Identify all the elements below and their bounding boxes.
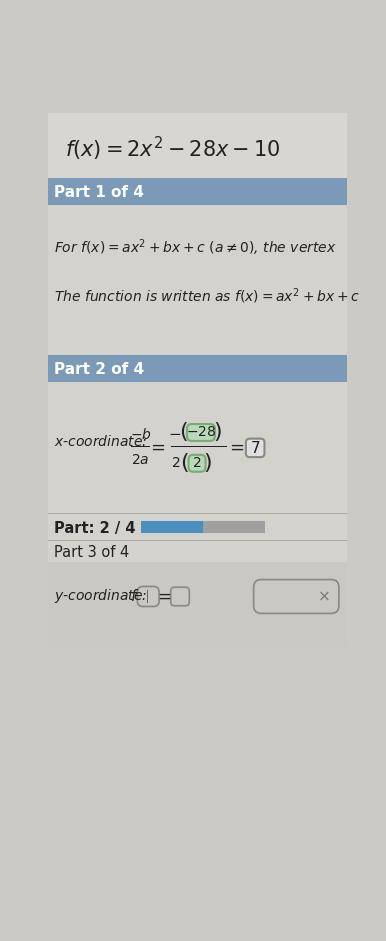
Bar bbox=[141, 521, 265, 534]
Text: =: = bbox=[157, 587, 171, 605]
Text: =: = bbox=[150, 439, 165, 457]
Bar bbox=[141, 521, 203, 534]
Text: =: = bbox=[229, 439, 244, 457]
Text: Part 3 of 4: Part 3 of 4 bbox=[54, 545, 130, 560]
FancyBboxPatch shape bbox=[137, 586, 159, 607]
Bar bbox=[48, 356, 347, 382]
FancyBboxPatch shape bbox=[246, 439, 264, 457]
Bar bbox=[48, 540, 347, 562]
Text: $2$: $2$ bbox=[192, 456, 202, 470]
Bar bbox=[171, 446, 227, 448]
Text: $x$-coordinate:: $x$-coordinate: bbox=[54, 434, 148, 449]
Text: (: ( bbox=[179, 423, 188, 442]
Text: $\times$: $\times$ bbox=[317, 589, 330, 604]
Text: $f(x)=2x^2-28x-10$: $f(x)=2x^2-28x-10$ bbox=[65, 135, 281, 163]
Text: ): ) bbox=[214, 423, 222, 442]
Text: $2$: $2$ bbox=[171, 456, 181, 470]
Text: $-b$: $-b$ bbox=[130, 426, 151, 441]
Bar bbox=[48, 382, 347, 514]
Text: Part 1 of 4: Part 1 of 4 bbox=[54, 185, 144, 200]
Text: $-28$: $-28$ bbox=[186, 425, 216, 439]
Text: ): ) bbox=[203, 454, 212, 473]
Text: (: ( bbox=[180, 454, 189, 473]
Text: Part: 2 / 4: Part: 2 / 4 bbox=[54, 521, 136, 536]
Text: $y$-coordinate:: $y$-coordinate: bbox=[54, 587, 148, 605]
Text: $7$: $7$ bbox=[250, 439, 261, 455]
Bar bbox=[48, 646, 347, 837]
FancyBboxPatch shape bbox=[171, 587, 189, 606]
FancyBboxPatch shape bbox=[188, 455, 206, 471]
FancyBboxPatch shape bbox=[254, 580, 339, 614]
Bar bbox=[147, 590, 148, 603]
Bar bbox=[48, 562, 347, 646]
Text: $f$: $f$ bbox=[130, 588, 139, 604]
Bar bbox=[48, 179, 347, 205]
Bar bbox=[48, 514, 347, 540]
Text: $-$: $-$ bbox=[168, 425, 181, 440]
Bar bbox=[131, 446, 150, 448]
FancyBboxPatch shape bbox=[187, 424, 215, 441]
Bar bbox=[48, 113, 347, 179]
Bar bbox=[48, 205, 347, 356]
Text: $2a$: $2a$ bbox=[131, 454, 150, 467]
Text: Part 2 of 4: Part 2 of 4 bbox=[54, 362, 145, 377]
Text: The function is written as $f(x)=ax^2+bx+c$: The function is written as $f(x)=ax^2+bx… bbox=[54, 286, 361, 306]
Text: For $f(x)=ax^2+bx+c$ $(a\neq 0)$, the vertex: For $f(x)=ax^2+bx+c$ $(a\neq 0)$, the ve… bbox=[54, 238, 337, 258]
